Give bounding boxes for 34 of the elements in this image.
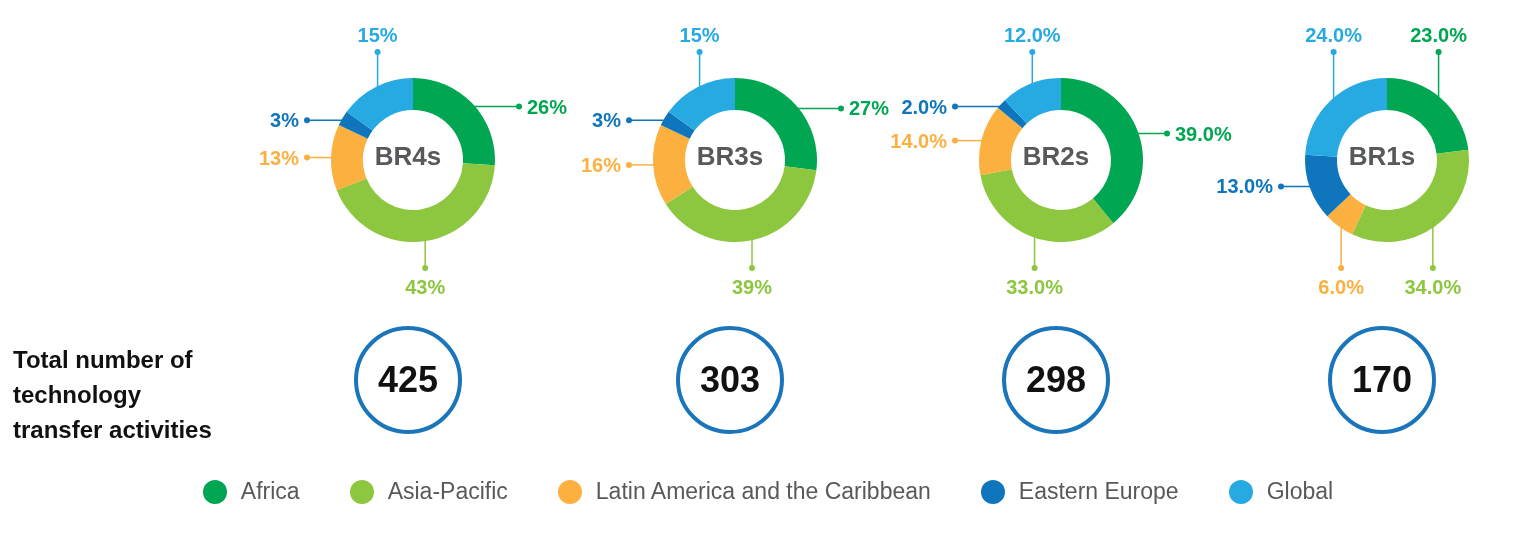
data-label: 39%	[732, 276, 773, 298]
data-label: 33.0%	[1006, 276, 1064, 298]
data-label: 6.0%	[1318, 276, 1365, 298]
text: Total number of technology transfer activities	[13, 345, 213, 445]
data-label: 26%	[527, 95, 568, 118]
legend-label: Latin America and the Caribbean	[595, 478, 931, 505]
data-label: 27%	[849, 97, 890, 120]
text: BR2s	[1022, 140, 1090, 171]
data-label: 13%	[258, 146, 300, 169]
data-label: 16%	[580, 153, 622, 176]
data-label: 14.0%	[890, 129, 948, 152]
data-label: 12.0%	[1003, 24, 1061, 46]
data-label: 13.0%	[1216, 175, 1274, 198]
data-label: 15%	[679, 24, 720, 46]
data-label: 2.0%	[901, 95, 948, 118]
text: 170	[1328, 326, 1436, 434]
text: BR1s	[1348, 140, 1416, 171]
text: 298	[1002, 326, 1110, 434]
data-label: 3%	[270, 109, 300, 132]
legend-label: Africa	[240, 478, 300, 505]
data-label: 39.0%	[1175, 122, 1232, 145]
legend-label: Asia-Pacific	[387, 478, 508, 505]
data-label: 24.0%	[1305, 24, 1363, 46]
text: BR4s	[374, 140, 442, 171]
data-label: 23.0%	[1410, 24, 1468, 46]
legend-label: Eastern Europe	[1018, 478, 1179, 505]
legend-label: Global	[1266, 478, 1334, 505]
data-label: 15%	[357, 24, 398, 46]
data-label: 34.0%	[1404, 276, 1462, 298]
data-label: 43%	[405, 276, 446, 298]
text: BR3s	[696, 140, 764, 171]
data-label: 3%	[592, 109, 622, 132]
text: 425	[354, 326, 462, 434]
text: 303	[676, 326, 784, 434]
